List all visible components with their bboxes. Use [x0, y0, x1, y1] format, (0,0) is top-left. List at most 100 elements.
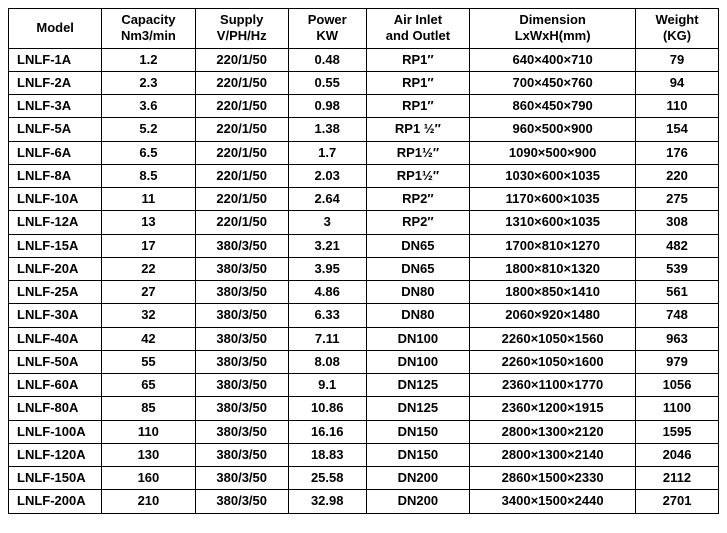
- cell-1: 32: [102, 304, 195, 327]
- cell-4: DN200: [366, 467, 470, 490]
- col-header-line2: and Outlet: [386, 28, 450, 43]
- table-row: LNLF-6A6.5220/1/501.7RP1½″1090×500×90017…: [9, 141, 719, 164]
- cell-1: 6.5: [102, 141, 195, 164]
- cell-1: 27: [102, 281, 195, 304]
- cell-1: 160: [102, 467, 195, 490]
- cell-0: LNLF-40A: [9, 327, 102, 350]
- cell-6: 1100: [636, 397, 719, 420]
- cell-4: DN125: [366, 397, 470, 420]
- cell-3: 2.64: [288, 188, 366, 211]
- cell-0: LNLF-30A: [9, 304, 102, 327]
- cell-3: 0.48: [288, 48, 366, 71]
- cell-1: 210: [102, 490, 195, 513]
- cell-1: 42: [102, 327, 195, 350]
- cell-0: LNLF-150A: [9, 467, 102, 490]
- cell-5: 1800×850×1410: [470, 281, 636, 304]
- cell-2: 380/3/50: [195, 281, 288, 304]
- table-row: LNLF-25A27380/3/504.86DN801800×850×14105…: [9, 281, 719, 304]
- cell-6: 94: [636, 71, 719, 94]
- table-head: ModelCapacityNm3/minSupplyV/PH/HzPowerKW…: [9, 9, 719, 49]
- cell-4: DN80: [366, 281, 470, 304]
- col-header-line1: Dimension: [519, 12, 585, 27]
- cell-4: RP2″: [366, 188, 470, 211]
- cell-4: DN150: [366, 420, 470, 443]
- cell-3: 32.98: [288, 490, 366, 513]
- cell-6: 748: [636, 304, 719, 327]
- cell-4: DN125: [366, 374, 470, 397]
- cell-3: 3.21: [288, 234, 366, 257]
- cell-1: 2.3: [102, 71, 195, 94]
- cell-2: 220/1/50: [195, 211, 288, 234]
- cell-3: 4.86: [288, 281, 366, 304]
- cell-6: 539: [636, 257, 719, 280]
- table-row: LNLF-8A8.5220/1/502.03RP1½″1030×600×1035…: [9, 164, 719, 187]
- cell-1: 22: [102, 257, 195, 280]
- col-header-1: CapacityNm3/min: [102, 9, 195, 49]
- cell-6: 220: [636, 164, 719, 187]
- col-header-line1: Power: [308, 12, 347, 27]
- table-row: LNLF-50A55380/3/508.08DN1002260×1050×160…: [9, 350, 719, 373]
- table-row: LNLF-3A3.6220/1/500.98RP1″860×450×790110: [9, 95, 719, 118]
- cell-2: 380/3/50: [195, 443, 288, 466]
- cell-5: 3400×1500×2440: [470, 490, 636, 513]
- cell-4: DN80: [366, 304, 470, 327]
- table-row: LNLF-30A32380/3/506.33DN802060×920×14807…: [9, 304, 719, 327]
- cell-3: 2.03: [288, 164, 366, 187]
- cell-5: 2060×920×1480: [470, 304, 636, 327]
- cell-2: 220/1/50: [195, 71, 288, 94]
- cell-4: RP2″: [366, 211, 470, 234]
- cell-3: 18.83: [288, 443, 366, 466]
- table-row: LNLF-40A42380/3/507.11DN1002260×1050×156…: [9, 327, 719, 350]
- cell-1: 11: [102, 188, 195, 211]
- cell-3: 6.33: [288, 304, 366, 327]
- cell-1: 3.6: [102, 95, 195, 118]
- col-header-line2: Nm3/min: [121, 28, 176, 43]
- cell-6: 79: [636, 48, 719, 71]
- cell-5: 1030×600×1035: [470, 164, 636, 187]
- cell-3: 16.16: [288, 420, 366, 443]
- cell-3: 3: [288, 211, 366, 234]
- col-header-6: Weight(KG): [636, 9, 719, 49]
- cell-5: 960×500×900: [470, 118, 636, 141]
- cell-5: 1090×500×900: [470, 141, 636, 164]
- cell-5: 1170×600×1035: [470, 188, 636, 211]
- table-row: LNLF-200A210380/3/5032.98DN2003400×1500×…: [9, 490, 719, 513]
- col-header-line1: Air Inlet: [394, 12, 442, 27]
- cell-5: 2360×1100×1770: [470, 374, 636, 397]
- cell-6: 176: [636, 141, 719, 164]
- cell-6: 482: [636, 234, 719, 257]
- table-row: LNLF-80A85380/3/5010.86DN1252360×1200×19…: [9, 397, 719, 420]
- cell-0: LNLF-20A: [9, 257, 102, 280]
- cell-5: 2800×1300×2120: [470, 420, 636, 443]
- cell-3: 1.7: [288, 141, 366, 164]
- cell-1: 13: [102, 211, 195, 234]
- cell-5: 860×450×790: [470, 95, 636, 118]
- cell-2: 380/3/50: [195, 327, 288, 350]
- cell-1: 17: [102, 234, 195, 257]
- cell-5: 2860×1500×2330: [470, 467, 636, 490]
- cell-4: RP1″: [366, 48, 470, 71]
- cell-3: 8.08: [288, 350, 366, 373]
- cell-4: RP1 ½″: [366, 118, 470, 141]
- spec-table: ModelCapacityNm3/minSupplyV/PH/HzPowerKW…: [8, 8, 719, 514]
- table-body: LNLF-1A1.2220/1/500.48RP1″640×400×71079L…: [9, 48, 719, 513]
- cell-6: 308: [636, 211, 719, 234]
- table-row: LNLF-2A2.3220/1/500.55RP1″700×450×76094: [9, 71, 719, 94]
- cell-4: DN100: [366, 327, 470, 350]
- cell-0: LNLF-200A: [9, 490, 102, 513]
- cell-0: LNLF-80A: [9, 397, 102, 420]
- col-header-line1: Supply: [220, 12, 263, 27]
- cell-2: 220/1/50: [195, 164, 288, 187]
- cell-4: RP1″: [366, 71, 470, 94]
- cell-1: 110: [102, 420, 195, 443]
- cell-0: LNLF-50A: [9, 350, 102, 373]
- cell-5: 2260×1050×1600: [470, 350, 636, 373]
- cell-5: 1310×600×1035: [470, 211, 636, 234]
- cell-6: 1595: [636, 420, 719, 443]
- cell-6: 154: [636, 118, 719, 141]
- table-row: LNLF-5A5.2220/1/501.38RP1 ½″960×500×9001…: [9, 118, 719, 141]
- table-row: LNLF-12A13220/1/503RP2″1310×600×1035308: [9, 211, 719, 234]
- col-header-line2: KW: [316, 28, 338, 43]
- cell-4: RP1½″: [366, 164, 470, 187]
- cell-2: 380/3/50: [195, 304, 288, 327]
